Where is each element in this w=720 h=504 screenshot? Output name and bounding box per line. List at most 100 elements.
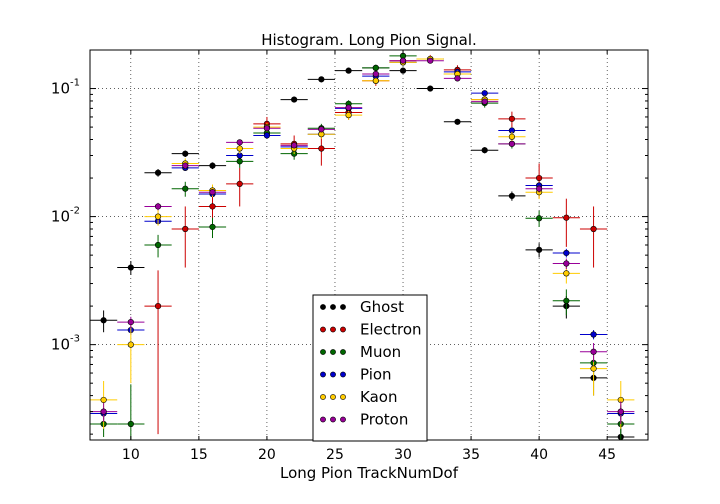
legend-label: Ghost: [360, 298, 404, 316]
point-marker: [236, 145, 243, 152]
point-marker: [508, 133, 516, 140]
data-point: [362, 64, 390, 71]
data-point: [525, 185, 553, 193]
chart-title: Histogram. Long Pion Signal.: [261, 31, 477, 49]
point-marker: [263, 125, 271, 132]
data-point: [253, 132, 281, 139]
x-axis-label: Long Pion TrackNumDof: [280, 464, 459, 482]
legend-marker: [340, 371, 346, 378]
point-marker: [318, 145, 325, 152]
data-point: [198, 162, 227, 170]
point-marker: [563, 249, 570, 257]
legend-label: Muon: [360, 343, 401, 361]
point-marker: [127, 318, 134, 326]
legend-entry-muon: Muon: [320, 343, 401, 361]
point-marker: [345, 104, 352, 111]
point-marker: [236, 139, 243, 146]
data-point: [226, 143, 254, 154]
legend-marker: [320, 349, 326, 355]
point-marker: [617, 408, 624, 415]
data-point: [552, 289, 580, 316]
legend-box: [312, 294, 428, 442]
point-marker: [536, 174, 543, 182]
legend-marker: [330, 326, 336, 333]
legend-marker: [330, 304, 336, 310]
x-tick-label: 40: [530, 447, 548, 463]
legend-entry-ghost: Ghost: [320, 298, 404, 316]
point-marker: [454, 118, 461, 125]
legend: Ghost Electron Muon Pion Kaon Proton: [312, 294, 428, 442]
data-point: [498, 140, 526, 147]
data-point: [552, 264, 580, 284]
data-point: [362, 70, 390, 78]
data-point: [471, 90, 499, 97]
point-marker: [563, 260, 570, 267]
data-point: [144, 208, 172, 226]
data-point: [171, 181, 199, 197]
point-marker: [154, 302, 162, 310]
y-tick-label: 10-3: [51, 334, 80, 354]
data-point: [334, 110, 363, 120]
data-point: [198, 217, 227, 239]
x-tick-label: 10: [122, 447, 140, 463]
legend-marker: [320, 326, 326, 333]
data-point: [117, 322, 145, 384]
data-point: [389, 67, 417, 74]
data-point: [90, 403, 118, 422]
legend-marker: [320, 371, 326, 378]
data-point: [144, 270, 172, 435]
data-point: [226, 152, 254, 159]
point-marker: [590, 365, 597, 372]
data-point: [117, 316, 145, 328]
legend-entry-electron: Electron: [320, 321, 422, 339]
data-point: [498, 127, 526, 134]
point-marker: [481, 147, 488, 154]
point-marker: [291, 142, 298, 149]
data-point: [144, 234, 172, 258]
point-marker: [536, 215, 543, 222]
legend-entry-proton: Proton: [320, 411, 408, 429]
point-marker: [481, 98, 488, 105]
point-marker: [508, 192, 516, 200]
legend-entry-kaon: Kaon: [320, 388, 397, 406]
data-point: [226, 167, 254, 207]
data-point: [471, 98, 499, 105]
point-marker: [508, 140, 516, 147]
data-point: [171, 150, 199, 158]
data-point: [471, 147, 499, 154]
data-point: [552, 248, 580, 258]
data-point: [280, 96, 308, 103]
point-marker: [590, 331, 597, 338]
point-marker: [563, 214, 570, 221]
legend-label: Kaon: [360, 388, 397, 406]
point-marker: [127, 420, 134, 428]
data-point: [579, 330, 608, 340]
data-series: [90, 52, 635, 441]
data-point: [443, 75, 472, 82]
data-point: [416, 57, 444, 64]
data-point: [171, 162, 199, 169]
point-marker: [563, 297, 570, 304]
legend-marker: [320, 394, 326, 400]
y-tick-label: 10-2: [51, 206, 80, 226]
data-point: [307, 126, 335, 133]
data-point: [552, 198, 580, 247]
legend-marker: [340, 394, 346, 400]
data-point: [498, 131, 526, 143]
data-point: [416, 85, 444, 92]
y-tick-exponent: -3: [70, 334, 80, 345]
data-point: [498, 111, 526, 128]
point-marker: [182, 185, 189, 192]
legend-marker: [320, 416, 326, 423]
data-point: [443, 118, 472, 125]
point-marker: [481, 90, 488, 97]
point-marker: [100, 317, 107, 324]
point-marker: [372, 77, 379, 84]
data-point: [607, 401, 635, 425]
data-point: [552, 258, 580, 269]
data-point: [525, 243, 553, 258]
y-tick-exponent: -2: [70, 206, 80, 217]
point-marker: [154, 241, 162, 249]
x-tick-label: 30: [394, 447, 412, 463]
legend-marker: [340, 349, 346, 355]
